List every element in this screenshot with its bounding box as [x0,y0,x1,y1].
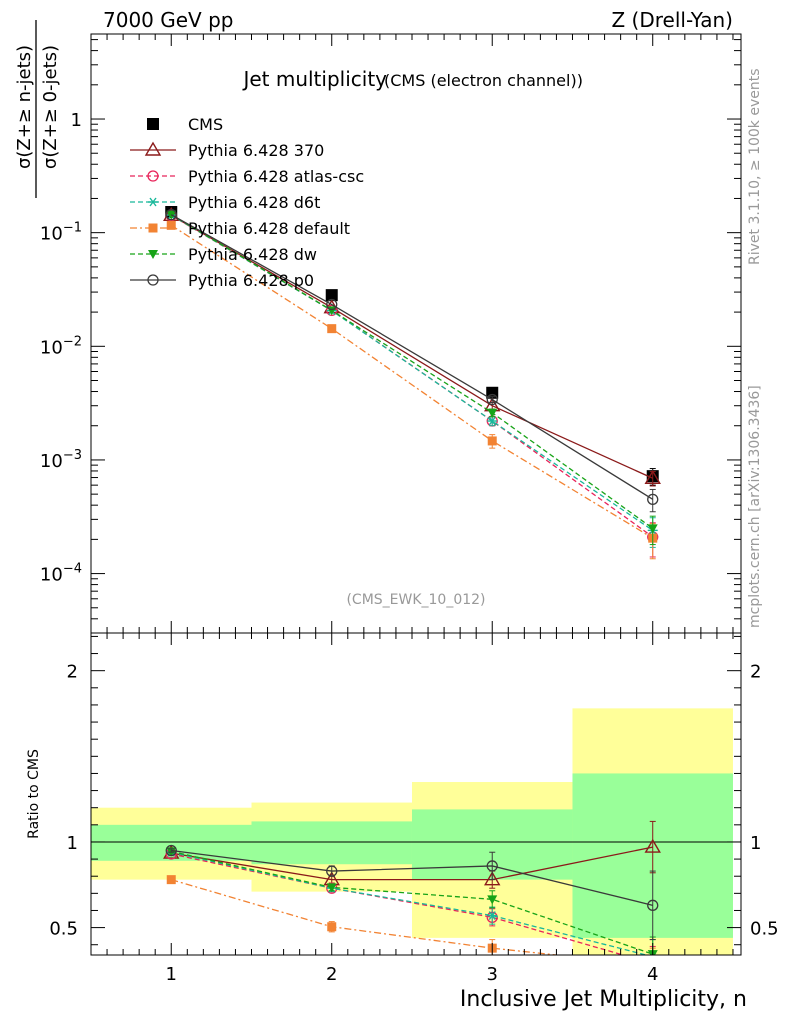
y-tick-label-ratio-left: 0.5 [49,919,78,940]
main-point [487,436,497,446]
y-tick-label-ratio-right: 2 [750,662,761,683]
legend-item-6: Pythia 6.428 p0 [130,271,314,290]
main-series-layer [163,205,661,560]
ratio-point [165,844,177,857]
y-tick-label-ratio-right: 1 [750,833,761,854]
stat-uncertainty-band-bin-2 [251,821,412,865]
tick-base: 10 [40,337,63,358]
legend-marker [144,141,162,156]
legend-marker [148,223,158,233]
ratio-uncertainty-bands [91,708,741,955]
legend-item-1: Pythia 6.428 370 [130,141,324,160]
legend-item-2: Pythia 6.428 atlas-csc [130,167,364,186]
ratio-point [327,922,337,932]
legend-label: Pythia 6.428 dw [188,245,317,264]
legend-label: CMS [188,115,223,134]
plot-title: Jet multiplicity [241,67,387,91]
main-point [165,209,177,221]
plot-subtitle: (CMS (electron channel)) [384,71,583,90]
legend-marker [147,274,159,286]
y-axis-label-denominator: σ(Z+≥ 0-jets) [40,45,61,169]
process-label: Z (Drell-Yan) [611,8,733,32]
energy-label: 7000 GeV pp [103,8,234,32]
ratio-series-5 [165,844,659,941]
main-point [487,408,498,418]
main-point [647,493,659,505]
legend-marker [148,250,158,259]
main-line-6 [170,214,654,500]
y-tick-label-ratio-left: 1 [67,833,78,854]
ratio-point [644,838,661,853]
y-tick-label-main: 1 [71,110,82,131]
tick-base: 10 [40,451,63,472]
legend-item-5: Pythia 6.428 dw [130,245,317,264]
main-point [166,220,176,230]
x-tick-label: 4 [647,964,658,985]
tick-exponent: −3 [63,448,82,463]
tick-base: 10 [40,565,63,586]
ratio-point [166,875,176,885]
main-line-1 [170,214,653,479]
y-tick-label-main: 10−1 [40,221,82,245]
main-series-6 [165,209,659,513]
ratio-point [486,860,498,872]
ratio-point [484,871,501,886]
rivet-version-label: Rivet 3.1.10, ≥ 100k events [747,68,763,265]
legend-label: Pythia 6.428 default [188,219,350,238]
ratio-y-axis-label: Ratio to CMS [26,749,42,839]
y-tick-label-ratio-left: 2 [67,662,78,683]
y-axis-label-numerator: σ(Z+≥ n-jets) [14,45,35,169]
legend-marker [147,170,159,182]
ratio-point [487,911,498,921]
ratio-point [487,895,498,905]
legend-marker [148,197,158,207]
x-tick-label: 3 [487,964,498,985]
y-tick-label-main: 10−2 [40,334,82,358]
main-point [327,324,337,334]
tick-exponent: −1 [63,221,82,236]
legend: CMS Pythia 6.428 370 Pythia 6.428 atlas-cs… [130,115,364,290]
ratio-line-0 [171,846,653,881]
x-tick-label: 2 [326,964,337,985]
ratio-point [326,883,337,893]
tick-base: 10 [40,224,63,245]
main-line-3 [170,214,654,531]
ratio-line-4 [171,850,653,955]
analysis-tag: (CMS_EWK_10_012) [346,592,485,608]
main-point [326,298,338,311]
main-line-4 [170,224,654,539]
y-tick-label-main: 10−3 [40,448,82,472]
legend-label: Pythia 6.428 370 [188,141,324,160]
main-point [644,469,661,484]
legend-item-3: Pythia 6.428 d6t [130,193,320,212]
main-point [647,524,658,534]
tick-exponent: −4 [63,562,82,577]
ratio-line-2 [171,851,649,955]
x-tick-label: 1 [166,964,177,985]
legend-item-4: Pythia 6.428 default [130,219,350,238]
legend-label: Pythia 6.428 atlas-csc [188,167,364,186]
main-point [486,393,498,406]
legend-label: Pythia 6.428 d6t [188,193,320,212]
source-label: mcplots.cern.ch [arXiv:1306.3436] [747,385,763,628]
legend-label: Pythia 6.428 p0 [188,271,314,290]
y-tick-label-ratio-right: 0.5 [750,919,779,940]
y-tick-label-main: 10−4 [40,562,82,586]
tick-exponent: −2 [63,334,82,349]
ratio-plot-frame [90,632,742,956]
legend-item-0: CMS [147,115,223,134]
ratio-line-5 [171,849,653,906]
x-axis-label: Inclusive Jet Multiplicity, n [460,987,747,1012]
ratio-line-1 [171,853,626,955]
main-point [487,416,498,426]
ratio-point [326,865,338,877]
ratio-point [647,899,659,911]
main-line-5 [170,214,654,529]
main-point [325,289,338,302]
legend-marker [147,118,159,130]
